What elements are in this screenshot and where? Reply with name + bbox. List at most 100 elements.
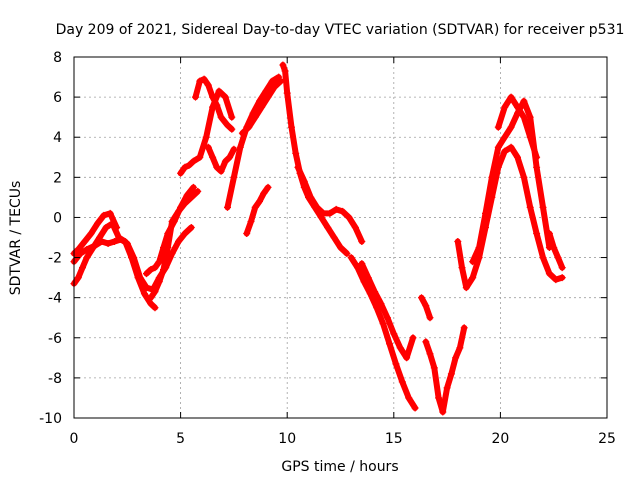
data-point (332, 205, 340, 213)
series-arc-16 (422, 324, 468, 416)
data-point (482, 209, 489, 217)
data-point (460, 324, 468, 332)
data-point (398, 378, 406, 386)
data-point (539, 254, 547, 262)
y-tick-label: -10 (39, 411, 62, 427)
data-point (501, 133, 509, 141)
data-point (236, 143, 244, 151)
series-arc-8 (204, 143, 238, 175)
grid-layer (74, 57, 607, 418)
data-point (104, 240, 112, 247)
data-point (409, 334, 417, 342)
data-point (313, 203, 321, 211)
data-point (347, 254, 355, 262)
data-point (379, 320, 387, 328)
series-line (422, 324, 468, 415)
data-point (526, 133, 534, 141)
data-point (307, 193, 315, 201)
series-line (546, 230, 566, 271)
data-point (202, 133, 210, 141)
y-tick-label: 4 (53, 130, 62, 146)
data-point (79, 264, 86, 272)
data-point (439, 408, 447, 416)
data-point (452, 354, 460, 362)
data-point (151, 288, 159, 296)
data-point (230, 173, 238, 181)
y-tick-label: -2 (48, 251, 62, 267)
data-point (411, 404, 419, 412)
series-arc-1 (70, 209, 121, 257)
data-point (217, 113, 225, 121)
data-point (533, 230, 541, 237)
data-point (488, 173, 496, 181)
data-point (140, 290, 148, 298)
data-point (228, 125, 236, 133)
data-point (74, 274, 82, 282)
y-tick-label: 6 (53, 90, 62, 106)
data-point (501, 103, 509, 111)
series-arc-12 (279, 61, 351, 257)
data-point (554, 254, 562, 262)
data-point (383, 314, 391, 322)
data-point (204, 143, 212, 151)
series-arc-18 (454, 143, 566, 292)
data-point (185, 161, 193, 169)
data-point (418, 294, 425, 302)
data-point (181, 230, 189, 237)
data-point (268, 77, 276, 85)
series-arc-21 (545, 230, 566, 272)
series-line (243, 184, 271, 237)
series-line (279, 62, 350, 257)
series-arc-10 (238, 77, 285, 137)
y-axis-label: SDTVAR / TECUs (8, 181, 24, 296)
data-point (319, 209, 327, 217)
data-point (151, 264, 159, 272)
series-line (147, 188, 201, 301)
data-point (514, 153, 521, 161)
data-point (224, 203, 231, 211)
data-point (447, 370, 455, 378)
plot-frame (73, 56, 608, 419)
data-point (364, 274, 372, 282)
series-arc-2 (70, 220, 159, 312)
data-point (462, 284, 470, 292)
x-tick-label: 5 (176, 431, 185, 447)
data-point (243, 230, 251, 237)
series-arc-15 (358, 260, 417, 362)
data-point (533, 153, 541, 161)
data-point (507, 93, 515, 101)
data-point (360, 278, 368, 286)
data-point (358, 238, 366, 245)
data-point (258, 103, 266, 111)
series-arc-14 (347, 254, 419, 412)
data-point (281, 67, 289, 75)
data-point (283, 89, 291, 97)
data-point (204, 81, 212, 89)
data-point (151, 304, 159, 312)
series-line (177, 88, 235, 177)
data-point (87, 230, 95, 237)
series-arc-20 (494, 93, 541, 161)
data-point (533, 163, 541, 171)
tick-layer: 0 5 10 15 20 25 -10 -8 -6 -4 -2 0 2 4 6 8 (39, 50, 616, 447)
data-point (187, 224, 195, 231)
data-point (245, 123, 253, 131)
data-point (526, 113, 534, 121)
data-point (224, 121, 231, 129)
data-point (270, 83, 278, 91)
data-point (358, 260, 366, 268)
x-axis-label: GPS time / hours (281, 459, 398, 475)
data-point (251, 113, 259, 121)
data-point (558, 264, 566, 272)
data-point (288, 123, 295, 131)
data-point (213, 101, 221, 109)
data-point (443, 384, 451, 392)
data-point (514, 103, 521, 111)
data-point (545, 270, 553, 278)
data-point (558, 274, 566, 282)
data-point (507, 123, 515, 131)
data-point (102, 224, 110, 231)
data-point (181, 199, 189, 207)
data-point (147, 300, 155, 308)
